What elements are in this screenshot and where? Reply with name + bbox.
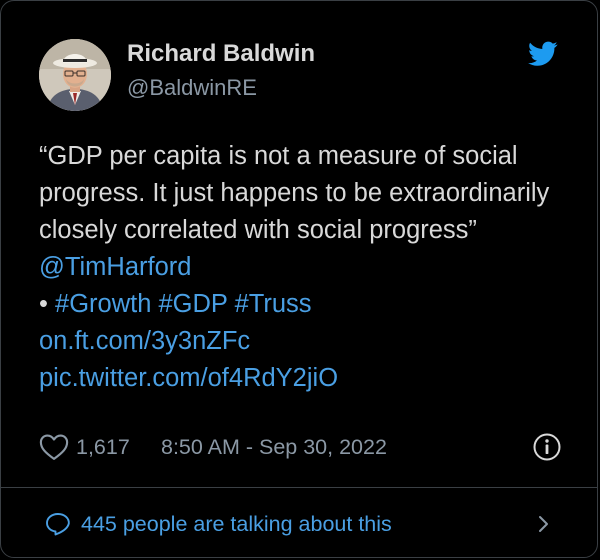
- heart-icon[interactable]: [39, 433, 71, 461]
- hashtag-growth[interactable]: #Growth: [55, 290, 152, 318]
- tweet-timestamp[interactable]: 8:50 AM - Sep 30, 2022: [161, 435, 387, 459]
- pic-link[interactable]: pic.twitter.com/of4RdY2jiO: [39, 364, 339, 392]
- chevron-right-icon[interactable]: [536, 512, 552, 536]
- info-icon[interactable]: [532, 432, 562, 462]
- conversation-link[interactable]: 445 people are talking about this: [1, 488, 597, 557]
- like-count: 1,617: [76, 435, 130, 459]
- twitter-bird-icon[interactable]: [528, 41, 558, 67]
- speech-bubble-icon: [45, 512, 71, 536]
- author-handle[interactable]: @BaldwinRE: [127, 75, 257, 100]
- tweet-body-text: “GDP per capita is not a measure of soci…: [39, 142, 550, 244]
- hashtag-gdp[interactable]: #GDP: [158, 290, 228, 318]
- bullet-separator: •: [39, 290, 56, 318]
- tweet-text: “GDP per capita is not a measure of soci…: [39, 138, 579, 397]
- footer-divider: [1, 487, 597, 488]
- author-name[interactable]: Richard Baldwin: [127, 40, 316, 67]
- article-link[interactable]: on.ft.com/3y3nZFc: [39, 327, 251, 355]
- avatar[interactable]: [39, 39, 111, 111]
- mention-link[interactable]: @TimHarford: [39, 253, 192, 281]
- hashtag-truss[interactable]: #Truss: [234, 290, 312, 318]
- avatar-photo: [39, 39, 111, 111]
- talking-about-text[interactable]: 445 people are talking about this: [81, 512, 392, 536]
- tweet-meta-row: 1,617 8:50 AM - Sep 30, 2022: [39, 431, 569, 463]
